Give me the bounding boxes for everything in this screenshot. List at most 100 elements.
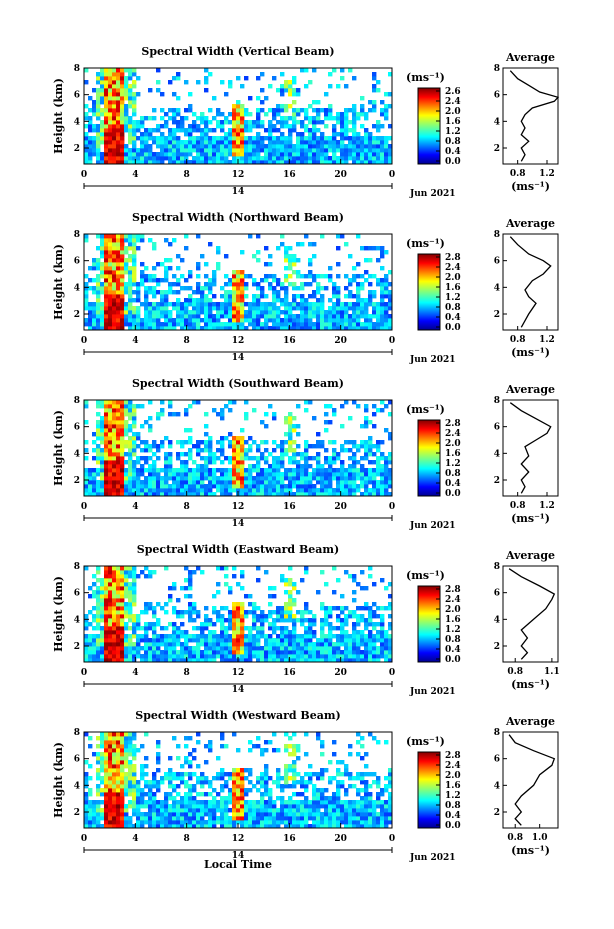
heatmap-cell [132,642,137,647]
heatmap-cell [148,788,153,793]
heatmap-cell [372,444,377,449]
heatmap-cell [132,278,137,283]
heatmap-cell [124,148,129,153]
heatmap-cell [96,436,101,441]
heatmap-cell [340,314,345,319]
heatmap-cell [132,808,137,813]
heatmap-cell [304,606,309,611]
heatmap-cell [176,488,181,493]
heatmap-cell [224,404,229,409]
heatmap-cell [172,132,177,137]
colorbar-tick-label: 1.2 [445,625,461,635]
heatmap-cell [132,586,137,591]
heatmap-cell [320,318,325,323]
heatmap-cell [88,152,93,157]
heatmap-cell [104,282,109,287]
heatmap-cell [272,148,277,153]
heatmap-cell [88,792,93,797]
heatmap-cell [272,128,277,133]
heatmap-cell [152,642,157,647]
heatmap-cell [196,306,201,311]
heatmap-cell [348,314,353,319]
heatmap-cell [352,598,357,603]
heatmap-cell [296,140,301,145]
heatmap-cell [296,270,301,275]
heatmap-cell [248,488,253,493]
heatmap-cell [348,492,353,497]
heatmap-cell [268,492,273,497]
heatmap-cell [244,294,249,299]
heatmap-cell [308,270,313,275]
heatmap-cell [352,610,357,615]
heatmap-cell [112,148,117,153]
heatmap-cell [176,784,181,789]
heatmap-cell [240,148,245,153]
heatmap-cell [108,582,113,587]
heatmap-cell [124,642,129,647]
heatmap-cell [140,744,145,749]
heatmap-cell [128,116,133,121]
heatmap-cell [216,800,221,805]
heatmap-cell [276,642,281,647]
heatmap-cell [128,290,133,295]
heatmap-cell [220,148,225,153]
heatmap-cell [380,634,385,639]
heatmap-cell [356,310,361,315]
heatmap-cell [140,302,145,307]
heatmap-cell [108,132,113,137]
heatmap-cell [224,820,229,825]
heatmap-cell [144,318,149,323]
heatmap-cell [336,290,341,295]
heatmap-cell [104,760,109,765]
heatmap-cell [108,476,113,481]
heatmap-cell [180,650,185,655]
heatmap-cell [216,148,221,153]
heatmap-cell [232,630,237,635]
heatmap-cell [376,128,381,133]
heatmap-cell [344,614,349,619]
heatmap-cell [216,160,221,165]
heatmap-cell [192,816,197,821]
heatmap-cell [276,456,281,461]
heatmap-cell [132,290,137,295]
heatmap-cell [304,84,309,89]
heatmap-cell [100,492,105,497]
heatmap-cell [228,408,233,413]
heatmap-cell [284,116,289,121]
heatmap-cell [196,642,201,647]
heatmap-cell [220,824,225,829]
heatmap-cell [280,152,285,157]
heatmap-cell [116,136,121,141]
heatmap-cell [180,646,185,651]
heatmap-cell [376,322,381,327]
heatmap-cell [252,638,257,643]
heatmap-cell [336,578,341,583]
heatmap-cell [124,88,129,93]
heatmap-cell [152,610,157,615]
heatmap-cell [236,152,241,157]
heatmap-cell [248,650,253,655]
average-y-tick-label: 2 [494,310,500,320]
heatmap-cell [112,432,117,437]
heatmap-cell [144,444,149,449]
heatmap-cell [232,136,237,141]
heatmap-cell [252,464,257,469]
heatmap-cell [92,290,97,295]
heatmap-cell [132,752,137,757]
heatmap-cell [364,326,369,331]
heatmap-cell [212,116,217,121]
heatmap-cell [132,744,137,749]
heatmap-cell [220,808,225,813]
heatmap-cell [164,626,169,631]
heatmap-cell [188,610,193,615]
heatmap-cell [188,314,193,319]
heatmap-cell [124,776,129,781]
heatmap-cell [380,472,385,477]
heatmap-cell [304,116,309,121]
heatmap-cell [220,566,225,571]
heatmap-cell [372,614,377,619]
heatmap-cell [356,444,361,449]
heatmap-cell [104,468,109,473]
heatmap-cell [244,412,249,417]
heatmap-cell [316,326,321,331]
